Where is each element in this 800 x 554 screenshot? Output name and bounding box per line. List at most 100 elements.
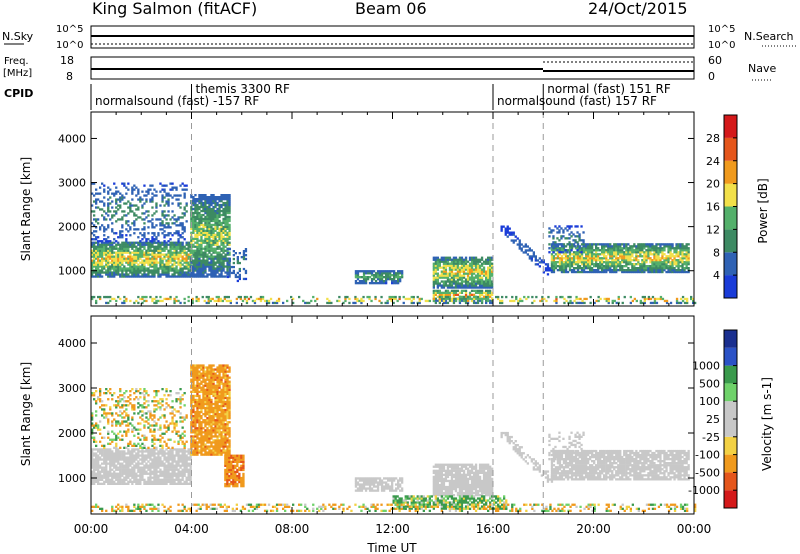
data-cell <box>179 265 182 268</box>
data-cell <box>133 214 136 217</box>
data-cell <box>196 261 199 264</box>
data-cell <box>141 273 144 276</box>
data-cell <box>472 260 476 263</box>
data-cell <box>236 275 239 279</box>
data-cell <box>485 280 488 283</box>
data-cell <box>155 299 158 303</box>
data-cell <box>204 237 207 240</box>
data-cell <box>434 258 437 261</box>
data-cell <box>352 301 355 305</box>
data-cell <box>397 276 400 279</box>
data-cell <box>205 301 208 305</box>
data-cell <box>552 243 555 246</box>
data-cell <box>282 301 285 305</box>
data-cell <box>576 231 579 234</box>
data-cell <box>185 210 188 213</box>
data-cell <box>216 225 219 229</box>
data-cell <box>171 210 174 213</box>
data-cell <box>113 454 116 457</box>
data-cell <box>478 280 482 283</box>
data-cell <box>432 286 435 289</box>
data-cell <box>570 269 574 272</box>
data-cell <box>482 266 486 269</box>
data-cell <box>621 261 624 264</box>
data-cell <box>111 261 114 264</box>
data-cell <box>452 274 456 277</box>
data-cell <box>167 269 170 272</box>
data-cell <box>177 218 180 221</box>
data-cell <box>173 269 176 272</box>
data-cell <box>113 182 116 185</box>
data-cell <box>103 472 106 475</box>
data-cell <box>601 265 604 268</box>
data-cell <box>562 257 566 260</box>
data-cell <box>113 273 116 276</box>
data-cell <box>482 270 486 273</box>
data-cell <box>667 243 670 246</box>
data-cell <box>397 278 400 281</box>
data-cell <box>165 265 168 268</box>
data-cell <box>354 274 358 277</box>
data-cell <box>617 297 620 301</box>
data-cell <box>155 224 158 227</box>
data-cell <box>570 231 573 234</box>
data-cell <box>356 282 360 285</box>
data-cell <box>135 299 138 303</box>
data-cell <box>556 253 560 256</box>
data-cell <box>372 282 376 285</box>
data-cell <box>103 253 106 256</box>
data-cell <box>131 261 134 264</box>
data-cell <box>661 261 664 264</box>
data-cell <box>183 192 186 195</box>
data-cell <box>228 215 231 219</box>
data-cell <box>478 264 482 267</box>
data-cell <box>187 255 190 258</box>
data-cell <box>485 293 488 296</box>
data-cell <box>647 257 650 260</box>
data-cell <box>397 272 400 275</box>
data-cell <box>139 249 142 252</box>
data-cell <box>212 275 215 278</box>
data-cell <box>444 272 448 275</box>
data-cell <box>603 253 606 256</box>
data-cell <box>224 265 227 268</box>
data-cell <box>101 247 104 250</box>
data-cell <box>163 478 166 481</box>
data-cell <box>127 224 130 227</box>
data-cell <box>165 452 168 455</box>
data-cell <box>464 258 468 261</box>
data-cell <box>452 276 456 279</box>
data-cell <box>468 295 472 298</box>
data-cell <box>165 226 168 229</box>
data-cell <box>101 249 104 252</box>
data-cell <box>155 253 158 256</box>
data-cell <box>613 251 616 254</box>
data-cell <box>574 247 578 250</box>
data-cell <box>189 482 192 485</box>
data-cell <box>101 269 104 272</box>
data-cell <box>487 266 490 269</box>
data-cell <box>649 251 652 254</box>
nsky-strip: N.Sky 10^5 10^0 10^5 10^0 N.Search <box>2 24 796 51</box>
data-cell <box>675 261 678 264</box>
data-cell <box>399 272 402 275</box>
data-cell <box>208 227 211 230</box>
data-cell <box>129 450 132 453</box>
data-cell <box>171 454 174 457</box>
data-cell <box>111 462 114 465</box>
data-cell <box>169 464 172 467</box>
data-cell <box>214 271 217 274</box>
data-cell <box>378 272 382 275</box>
data-cell <box>575 295 578 299</box>
data-cell <box>161 196 164 199</box>
data-cell <box>171 196 174 199</box>
data-cell <box>560 263 564 266</box>
data-cell <box>139 470 142 473</box>
data-cell <box>206 265 209 268</box>
data-cell <box>683 247 686 250</box>
data-cell <box>593 257 596 260</box>
data-cell <box>226 223 229 227</box>
data-cell <box>362 272 366 275</box>
data-cell <box>93 238 96 241</box>
data-cell <box>356 278 360 281</box>
